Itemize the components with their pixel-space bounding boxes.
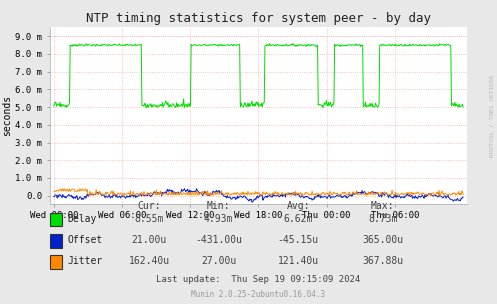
Text: RRDTOOL / TOBI OETIKER: RRDTOOL / TOBI OETIKER [489, 74, 494, 157]
Text: Delay: Delay [67, 214, 96, 224]
Text: 8.55m: 8.55m [134, 214, 164, 224]
Text: Cur:: Cur: [137, 201, 161, 211]
Text: 21.00u: 21.00u [132, 235, 166, 245]
Text: 162.40u: 162.40u [129, 257, 169, 266]
Text: Min:: Min: [207, 201, 231, 211]
Text: Munin 2.0.25-2ubuntu0.16.04.3: Munin 2.0.25-2ubuntu0.16.04.3 [191, 289, 326, 299]
Text: Jitter: Jitter [67, 257, 102, 266]
Text: Max:: Max: [371, 201, 395, 211]
Text: -431.00u: -431.00u [195, 235, 242, 245]
Text: Offset: Offset [67, 235, 102, 245]
Text: 27.00u: 27.00u [201, 257, 236, 266]
Text: 6.62m: 6.62m [283, 214, 313, 224]
Text: 4.93m: 4.93m [204, 214, 234, 224]
Text: 121.40u: 121.40u [278, 257, 319, 266]
Text: -45.15u: -45.15u [278, 235, 319, 245]
Text: 365.00u: 365.00u [362, 235, 403, 245]
Title: NTP timing statistics for system peer - by day: NTP timing statistics for system peer - … [86, 12, 431, 25]
Y-axis label: seconds: seconds [2, 95, 12, 136]
Text: 367.88u: 367.88u [362, 257, 403, 266]
Text: Avg:: Avg: [286, 201, 310, 211]
Text: 8.73m: 8.73m [368, 214, 398, 224]
Text: Last update:  Thu Sep 19 09:15:09 2024: Last update: Thu Sep 19 09:15:09 2024 [157, 275, 360, 284]
